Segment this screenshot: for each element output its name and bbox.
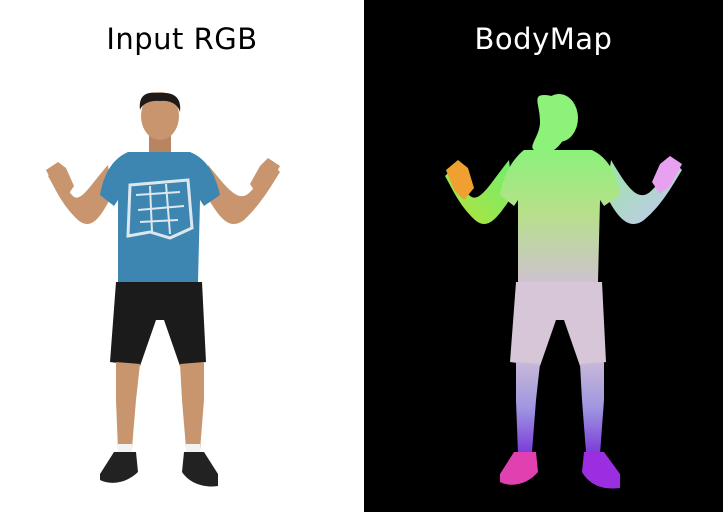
neck (149, 134, 171, 156)
right-shoe (182, 452, 218, 487)
bodymap-title: BodyMap (474, 22, 613, 56)
bodymap-image (445, 94, 682, 489)
bodymap-hips (510, 282, 606, 366)
head (141, 92, 179, 140)
bodymap-left-arm (445, 160, 513, 224)
right-arm (206, 165, 280, 224)
bodymap-right-leg (580, 362, 604, 454)
bodymap-right-arm (606, 160, 682, 224)
left-arm (48, 165, 112, 224)
shorts (110, 282, 206, 366)
bodymap-left-hand (446, 160, 474, 200)
bodymap-left-foot (500, 452, 538, 485)
right-leg (180, 362, 204, 450)
left-shoe (100, 452, 138, 483)
input-rgb-panel: Input RGB (46, 22, 280, 487)
hair (139, 92, 181, 112)
left-hand (46, 162, 74, 198)
bodymap-right-hand (652, 156, 682, 194)
shirt-print (126, 178, 194, 240)
input-rgb-title: Input RGB (106, 22, 258, 56)
input-rgb-photo (46, 92, 280, 487)
bodymap-panel: BodyMap (364, 0, 723, 512)
bodymap-torso (500, 150, 620, 288)
left-leg (116, 362, 140, 450)
right-hand (250, 158, 280, 196)
bodymap-right-foot (582, 452, 620, 489)
bodymap-left-leg (516, 362, 540, 454)
